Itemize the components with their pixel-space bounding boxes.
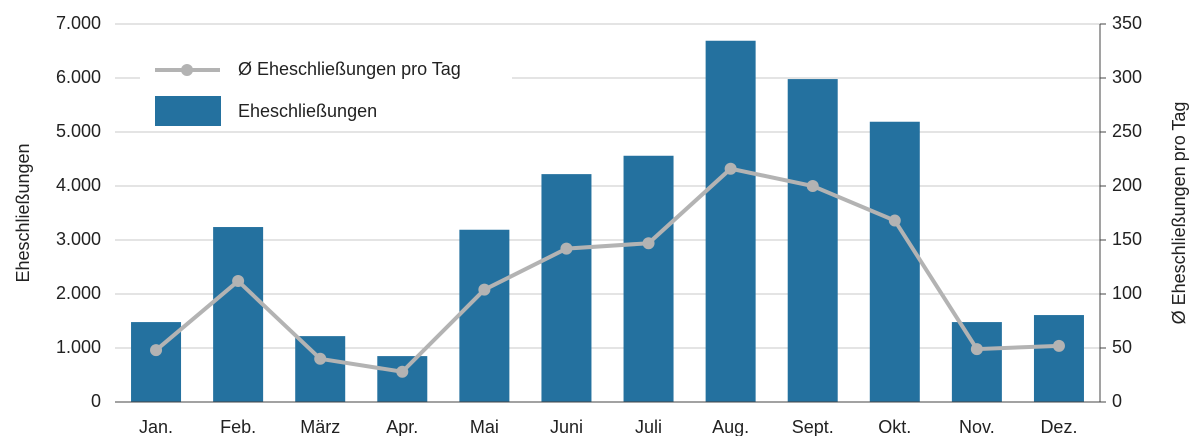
line-point	[888, 214, 901, 227]
y2-tick-label: 200	[1112, 175, 1142, 195]
legend-swatch	[155, 96, 221, 126]
bar	[1033, 315, 1084, 402]
bar	[377, 356, 428, 402]
y-axis-title: Eheschließungen	[13, 143, 33, 282]
legend-label: Eheschließungen	[238, 101, 377, 121]
x-tick-label: März	[300, 417, 340, 436]
line-point	[560, 242, 573, 255]
line-point	[970, 343, 983, 356]
x-tick-label: Apr.	[386, 417, 418, 436]
x-tick-label: Dez.	[1040, 417, 1077, 436]
bar	[541, 174, 592, 402]
y-tick-label: 5.000	[56, 121, 101, 141]
bar	[459, 229, 510, 402]
x-tick-label: Juli	[635, 417, 662, 436]
line-point	[478, 283, 491, 296]
y2-tick-label: 300	[1112, 67, 1142, 87]
bar	[295, 336, 346, 402]
x-tick-label: Nov.	[959, 417, 995, 436]
y2-tick-label: 150	[1112, 229, 1142, 249]
bar	[213, 227, 264, 402]
y2-tick-label: 100	[1112, 283, 1142, 303]
y2-tick-label: 50	[1112, 337, 1132, 357]
x-tick-label: Mai	[470, 417, 499, 436]
line-point	[396, 365, 409, 378]
y-tick-label: 7.000	[56, 13, 101, 33]
y-tick-label: 0	[91, 391, 101, 411]
x-tick-label: Feb.	[220, 417, 256, 436]
x-tick-label: Jan.	[139, 417, 173, 436]
y-tick-label: 4.000	[56, 175, 101, 195]
x-tick-label: Juni	[550, 417, 583, 436]
line-point	[806, 180, 819, 192]
bar	[951, 322, 1002, 402]
y2-tick-label: 350	[1112, 13, 1142, 33]
line-point	[642, 237, 655, 250]
bar	[869, 121, 920, 403]
y2-tick-label: 0	[1112, 391, 1122, 411]
bar	[705, 40, 756, 403]
bar	[787, 79, 838, 402]
bar	[623, 155, 674, 402]
line-point	[232, 275, 245, 288]
line-point	[724, 162, 737, 175]
line-point	[150, 344, 163, 357]
line-point	[1052, 339, 1065, 352]
line-point	[314, 352, 327, 365]
y-tick-label: 2.000	[56, 283, 101, 303]
line	[154, 166, 1060, 374]
x-tick-label: Sept.	[792, 417, 834, 436]
y-tick-label: 1.000	[56, 337, 101, 357]
y-tick-label: 3.000	[56, 229, 101, 249]
legend-marker	[181, 64, 193, 76]
y2-tick-label: 250	[1112, 121, 1142, 141]
x-tick-label: Aug.	[712, 417, 749, 436]
y-tick-label: 6.000	[56, 67, 101, 87]
legend-label: Ø Eheschließungen pro Tag	[238, 59, 461, 79]
y2-axis-title: Ø Eheschließungen pro Tag	[1169, 102, 1189, 325]
x-tick-label: Okt.	[878, 417, 911, 436]
